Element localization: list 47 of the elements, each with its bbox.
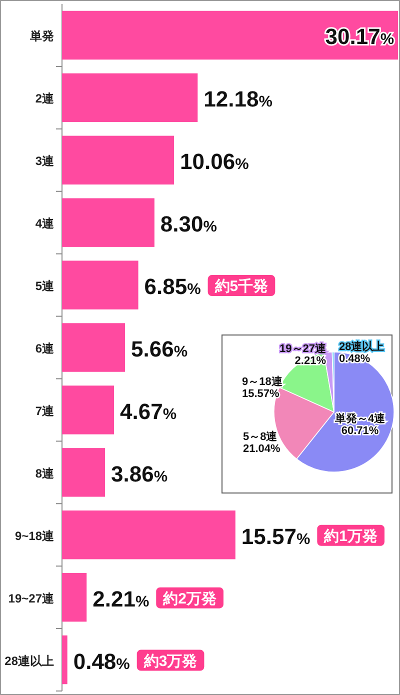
slice-label: 9～18連: [242, 375, 284, 388]
data-label: 0.48%: [339, 353, 370, 365]
slice-label: 19～27連: [280, 342, 327, 355]
slice-label: 28連以上: [339, 340, 384, 353]
y-tick-label: 6連: [35, 342, 55, 356]
bar: [62, 136, 174, 184]
bar: [62, 635, 68, 684]
y-tick-label: 7連: [35, 404, 55, 418]
data-label: 2.21%: [294, 355, 326, 367]
bar: [62, 198, 154, 247]
annotation: 約3万発: [142, 652, 198, 670]
data-label: 2.21%: [92, 586, 150, 612]
y-tick-label: 19~27連: [8, 591, 55, 606]
bar: [62, 73, 198, 122]
y-tick-label: 3連: [35, 154, 55, 168]
y-tick-label: 8連: [35, 466, 55, 480]
bar: [62, 323, 126, 372]
slice-label: 単発～4連: [334, 412, 386, 425]
data-label: 6.85%: [144, 274, 202, 300]
data-label: 3.86%: [110, 461, 168, 486]
bar: [62, 260, 138, 310]
annotation: 約1万発: [323, 528, 378, 545]
annotation: 約2万発: [162, 590, 216, 608]
data-label: 12.18%: [204, 86, 273, 112]
slice-label: 5～8連: [243, 430, 278, 443]
data-label: 4.67%: [120, 398, 177, 424]
data-label: 60.71%: [341, 425, 379, 437]
y-tick-label: 9~18連: [14, 528, 55, 543]
y-tick-label: 単発: [29, 29, 54, 44]
bar: [62, 448, 105, 497]
data-label: 5.66%: [131, 336, 188, 362]
data-label: 10.06%: [180, 149, 250, 174]
data-label: 0.48%: [73, 648, 130, 674]
bar: [62, 510, 236, 560]
y-tick-label: 28連以上: [4, 654, 54, 668]
y-tick-label: 2連: [35, 92, 55, 106]
bar: [62, 572, 87, 622]
annotation: 約5千発: [214, 278, 268, 296]
y-tick-label: 5連: [35, 279, 55, 294]
data-label: 8.30%: [160, 212, 218, 237]
bar: [62, 386, 114, 434]
data-label: 15.57%: [241, 524, 310, 549]
y-tick-label: 4連: [35, 216, 55, 231]
data-label: 21.04%: [243, 443, 281, 455]
bar: [62, 10, 398, 60]
data-label: 15.57%: [242, 388, 280, 400]
data-label: 30.17%: [325, 24, 394, 50]
